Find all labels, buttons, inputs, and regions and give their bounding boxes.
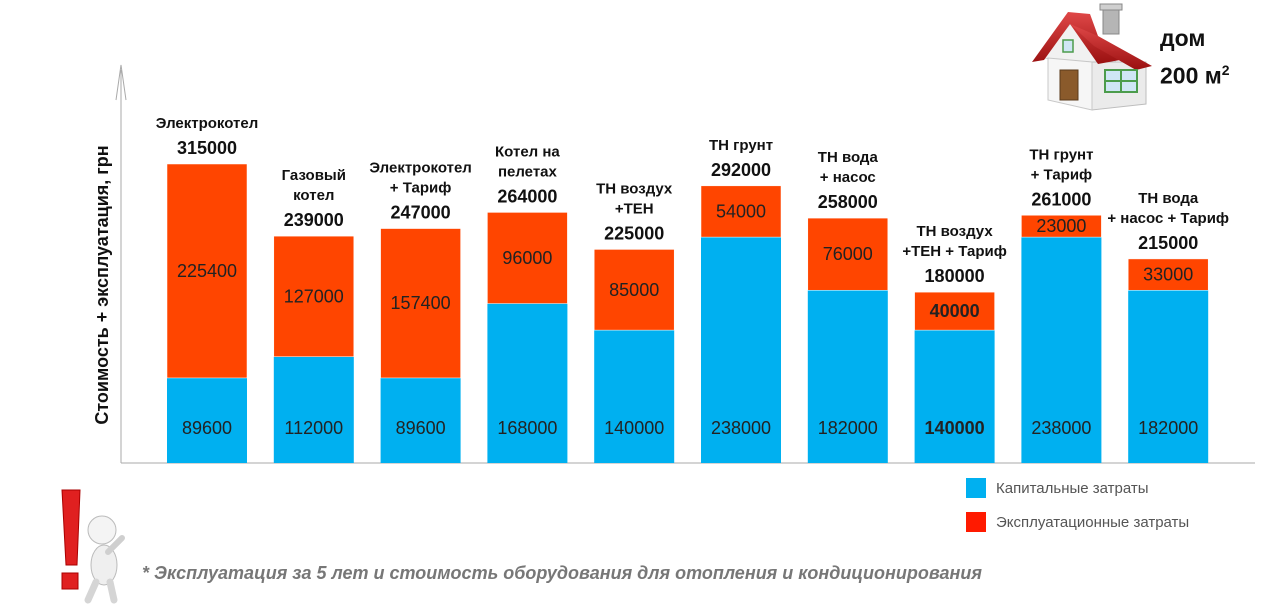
bar-capital-0: [167, 377, 247, 463]
bar-capital-8: [1021, 237, 1102, 463]
y-axis-arrow: [115, 64, 127, 101]
label-capital-0: 89600: [182, 418, 232, 438]
label-operating-2: 157400: [391, 293, 451, 313]
category-label-7-1: +ТЕН + Тариф: [902, 243, 1007, 260]
category-label-7-0: ТН воздух: [917, 223, 994, 240]
legend-swatch-operating: [966, 512, 986, 532]
category-label-1-1: котел: [293, 187, 334, 204]
bar-operating-3: [487, 212, 568, 304]
category-label-5-0: ТН грунт: [709, 137, 773, 154]
bar-capital-5: [701, 237, 781, 463]
bar-capital-9: [1128, 290, 1209, 463]
bar-capital-1: [273, 356, 354, 463]
category-label-9-1: + насос + Тариф: [1107, 210, 1229, 227]
bar-operating-0: [166, 163, 248, 379]
legend-item-capital: Капитальные затраты: [966, 478, 1189, 498]
label-operating-7: 40000: [930, 301, 980, 321]
label-operating-8: 23000: [1036, 216, 1086, 236]
bar-operating-7: [914, 291, 995, 331]
bar-capital-2: [380, 377, 461, 463]
exclamation-figure-icon: [61, 489, 125, 604]
house-icon: [1032, 3, 1152, 111]
label-capital-1: 112000: [284, 418, 343, 438]
footnote: * Эксплуатация за 5 лет и стоимость обор…: [142, 563, 982, 583]
category-label-2-0: Электрокотел: [369, 160, 471, 177]
label-operating-0: 225400: [177, 261, 237, 281]
bar-operating-5: [700, 185, 782, 238]
label-operating-3: 96000: [502, 248, 552, 268]
category-label-3-1: пелетах: [498, 163, 558, 180]
y-axis-label: Стоимость + эксплуатация, грн: [92, 145, 112, 424]
label-operating-9: 33000: [1143, 265, 1193, 285]
label-capital-3: 168000: [497, 418, 557, 438]
bar-operating-8: [1021, 215, 1102, 238]
label-capital-7: 140000: [925, 418, 985, 438]
label-operating-1: 127000: [284, 286, 344, 306]
category-label-2-1: + Тариф: [390, 180, 452, 197]
house-area-value: 200 м: [1160, 62, 1222, 89]
label-total-5: 292000: [711, 160, 771, 180]
category-label-6-1: + насос: [820, 169, 876, 186]
house-area-unit-sup: 2: [1221, 62, 1230, 78]
label-total-9: 215000: [1138, 233, 1198, 253]
label-capital-8: 238000: [1031, 418, 1091, 438]
bar-operating-2: [380, 228, 461, 379]
chart-legend: Капитальные затраты Эксплуатационные зат…: [966, 478, 1189, 546]
house-area: 200 м2: [1160, 54, 1230, 92]
bar-capital-6: [807, 290, 888, 463]
bar-capital-3: [487, 303, 568, 463]
bar-capital-7: [914, 330, 995, 463]
label-total-0: 315000: [177, 138, 237, 158]
legend-swatch-capital: [966, 478, 986, 498]
category-label-3-0: Котел на: [495, 143, 560, 160]
category-label-6-0: ТН вода: [818, 149, 879, 166]
bar-operating-1: [273, 235, 355, 357]
label-total-2: 247000: [391, 203, 451, 223]
house-title: дом: [1160, 25, 1206, 51]
label-capital-9: 182000: [1138, 418, 1198, 438]
bars-group: 89600 225400 315000 Электрокотел 112000 12700…: [156, 115, 1229, 463]
label-total-6: 258000: [818, 192, 878, 212]
label-total-8: 261000: [1031, 189, 1091, 209]
label-capital-2: 89600: [396, 418, 446, 438]
house-caption: дом 200 м2: [1160, 22, 1230, 92]
category-label-4-1: +ТЕН: [615, 200, 654, 217]
label-operating-4: 85000: [609, 280, 659, 300]
label-total-7: 180000: [925, 266, 985, 286]
category-label-0-0: Электрокотел: [156, 115, 258, 132]
label-total-1: 239000: [284, 210, 344, 230]
label-operating-6: 76000: [823, 244, 873, 264]
legend-item-operating: Эксплуатационные затраты: [966, 512, 1189, 532]
bar-capital-4: [594, 330, 675, 463]
bar-operating-6: [807, 217, 889, 291]
legend-label-capital: Капитальные затраты: [996, 479, 1149, 497]
category-label-9-0: ТН вода: [1138, 190, 1199, 207]
bar-operating-9: [1127, 258, 1209, 291]
legend-label-operating: Эксплуатационные затраты: [996, 513, 1190, 531]
label-total-3: 264000: [497, 186, 557, 206]
label-operating-5: 54000: [716, 201, 766, 221]
category-label-8-0: ТН грунт: [1029, 146, 1093, 163]
label-total-4: 225000: [604, 223, 664, 243]
category-label-4-0: ТН воздух: [596, 180, 673, 197]
label-capital-4: 140000: [604, 418, 664, 438]
label-capital-6: 182000: [818, 418, 878, 438]
category-label-8-1: + Тариф: [1031, 166, 1093, 183]
bar-operating-4: [593, 249, 675, 331]
label-capital-5: 238000: [711, 418, 771, 438]
category-label-1-0: Газовый: [282, 167, 346, 184]
